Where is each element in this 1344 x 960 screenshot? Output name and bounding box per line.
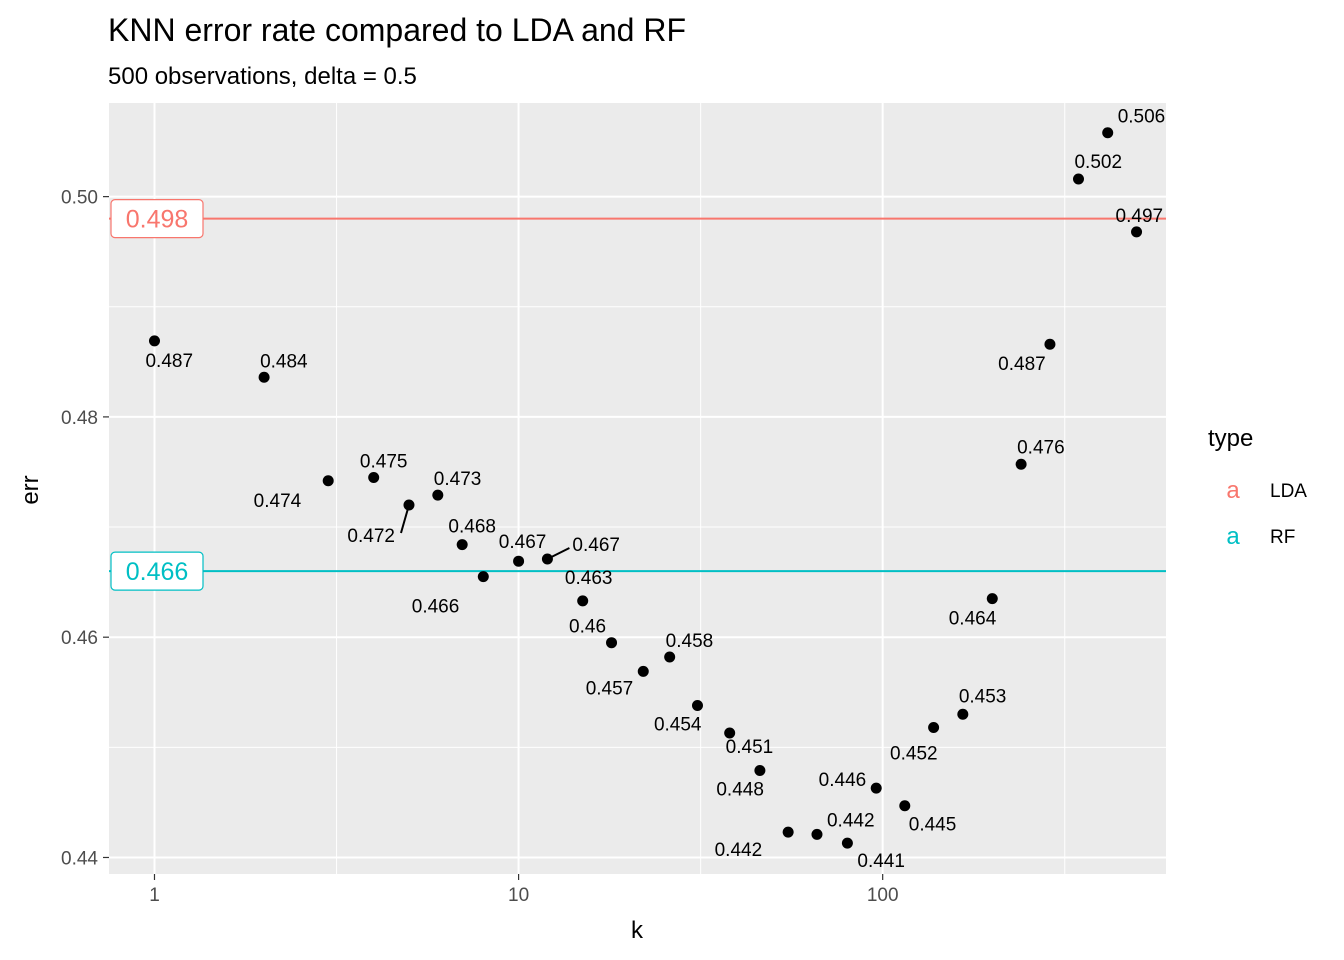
data-point [1072,173,1084,185]
y-tick-label: 0.44 [61,848,98,869]
y-axis: 0.44 0.46 0.48 0.50 [61,188,109,869]
chart-title: KNN error rate compared to LDA and RF [108,12,686,48]
data-point [870,782,882,794]
data-point [724,727,736,739]
data-point-label: 0.487 [998,354,1046,375]
data-point [782,826,794,838]
ref-label-lda: 0.498 [110,199,204,239]
data-point-label: 0.442 [827,810,875,831]
data-point-label: 0.46 [569,617,606,638]
y-axis-title: err [17,475,44,504]
data-point-label: 0.451 [726,737,774,758]
ref-label-box [110,551,204,591]
x-tick-label: 100 [867,885,899,906]
data-point [1131,226,1143,238]
data-point [957,708,969,720]
data-point [456,539,468,551]
reference-lines [109,217,1166,573]
reference-line-labels: 0.498 0.466 [110,199,204,591]
data-point-label: 0.452 [890,744,938,765]
data-point-label: 0.473 [434,469,482,490]
data-point-label: 0.446 [819,770,867,791]
legend-key-rf: a [1226,523,1240,550]
data-point-label: 0.466 [412,597,460,618]
data-point [368,471,380,483]
legend-label-lda: LDA [1270,481,1307,502]
data-point [403,499,415,511]
data-point-label: 0.464 [949,609,997,630]
data-point [899,800,911,812]
grid-minor-lines [109,103,1166,874]
x-axis: 1 10 100 [149,874,899,906]
data-point [754,764,766,776]
data-point-label: 0.448 [716,779,764,800]
data-point-label: 0.506 [1118,107,1166,128]
x-tick-label: 1 [149,885,160,906]
data-point [664,651,676,663]
data-point-label: 0.457 [586,678,634,699]
y-tick-label: 0.48 [61,408,98,429]
data-point-label: 0.487 [145,351,193,372]
data-point [811,828,823,840]
data-point [986,593,998,605]
data-point [432,489,444,501]
data-point-label: 0.474 [254,491,302,512]
data-point [1102,127,1114,139]
data-point [322,475,334,487]
data-point [513,555,525,567]
data-points [148,127,1143,849]
data-point-label: 0.445 [909,815,957,836]
data-point [541,553,553,565]
grid-major-lines [109,103,1166,874]
data-point [691,699,703,711]
plot-panel [109,103,1166,874]
y-tick-label: 0.50 [61,188,98,209]
data-point [637,665,649,677]
ref-label-text: 0.498 [126,206,189,234]
data-point [928,722,940,734]
data-point-label: 0.497 [1116,206,1164,227]
data-point [1044,338,1056,350]
data-point-label: 0.458 [666,631,714,652]
data-point-label: 0.476 [1017,437,1065,458]
data-point-label: 0.484 [260,351,308,372]
data-point-label: 0.502 [1074,152,1122,173]
data-point-label: 0.442 [715,840,763,861]
data-point-labels: 0.487 0.484 0.474 0.475 0.472 0.473 0.468 0.466… [145,107,1165,872]
legend-label-rf: RF [1270,527,1295,548]
legend: type a LDA a RF [1208,425,1307,550]
data-point-label: 0.468 [448,517,496,538]
x-tick-label: 10 [508,885,529,906]
data-point-label: 0.467 [572,535,620,556]
data-point-label: 0.463 [565,568,613,589]
data-point-label: 0.441 [857,851,905,872]
data-point [148,335,160,347]
y-tick-label: 0.46 [61,628,98,649]
data-point [258,371,270,383]
data-point-label: 0.472 [347,526,395,547]
legend-key-lda: a [1226,477,1240,504]
data-point [841,837,853,849]
data-point-label: 0.454 [654,714,702,735]
data-point-label: 0.453 [959,686,1007,707]
legend-title: type [1208,425,1253,452]
ref-label-text: 0.466 [126,558,189,586]
data-point-label: 0.467 [499,532,547,553]
x-axis-title: k [631,917,644,944]
data-point [577,595,589,607]
data-point-label: 0.475 [360,451,408,472]
data-point [1015,458,1027,470]
ref-label-rf: 0.466 [110,551,204,591]
data-point [606,637,618,649]
chart-subtitle: 500 observations, delta = 0.5 [108,63,417,90]
ref-label-box [110,199,204,239]
data-point [477,571,489,583]
